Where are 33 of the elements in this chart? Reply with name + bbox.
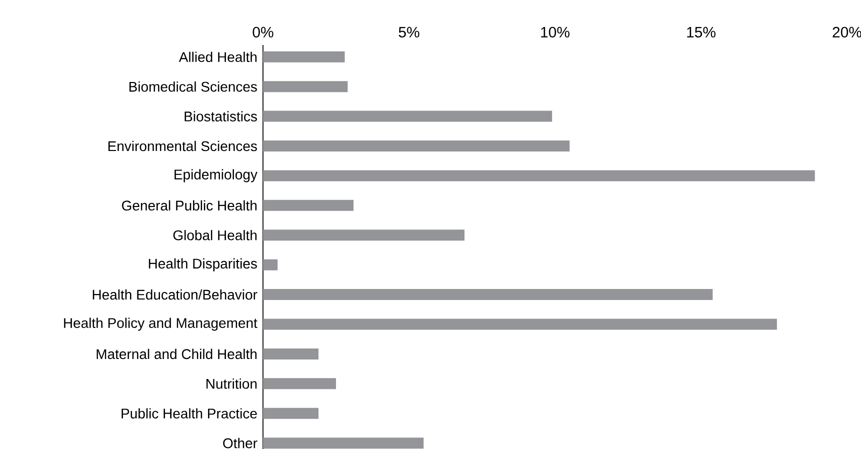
y-tick-label: Biostatistics xyxy=(184,111,257,122)
bar xyxy=(263,200,354,211)
x-tick-label: 20% xyxy=(832,26,861,38)
y-tick-label: General Public Health xyxy=(122,200,257,211)
bar xyxy=(263,378,336,390)
x-tick-label: 15% xyxy=(687,26,716,38)
y-tick-label: Public Health Practice xyxy=(122,408,257,419)
bar xyxy=(263,348,318,360)
bar xyxy=(263,259,278,270)
y-tick-label: Maternal and Child Health xyxy=(96,348,257,360)
x-tick-label: 10% xyxy=(541,26,570,38)
y-tick-label: Allied Health xyxy=(178,52,257,62)
y-tick-label: Biomedical Sciences xyxy=(129,81,257,92)
x-tick-label: 0% xyxy=(252,26,274,38)
bar xyxy=(263,81,348,92)
x-tick-label: 5% xyxy=(398,26,420,38)
y-tick-label: Health Disparities xyxy=(148,258,257,272)
bar xyxy=(263,408,318,419)
y-tick-label: Epidemiology xyxy=(174,169,258,182)
bar xyxy=(263,438,424,449)
bar xyxy=(263,170,815,182)
y-tick-label: Health Policy and Management xyxy=(64,318,258,331)
bar xyxy=(263,51,345,62)
bar xyxy=(263,140,570,152)
bar xyxy=(263,110,552,122)
bar xyxy=(263,289,713,300)
y-tick-label: Other xyxy=(223,438,258,448)
y-tick-label: Nutrition xyxy=(206,378,257,389)
bar xyxy=(263,318,777,330)
y-tick-label: Health Education/Behavior xyxy=(92,289,258,300)
y-tick-label: Environmental Sciences xyxy=(108,140,257,152)
y-tick-label: Global Health xyxy=(173,230,257,240)
bar xyxy=(263,230,464,241)
